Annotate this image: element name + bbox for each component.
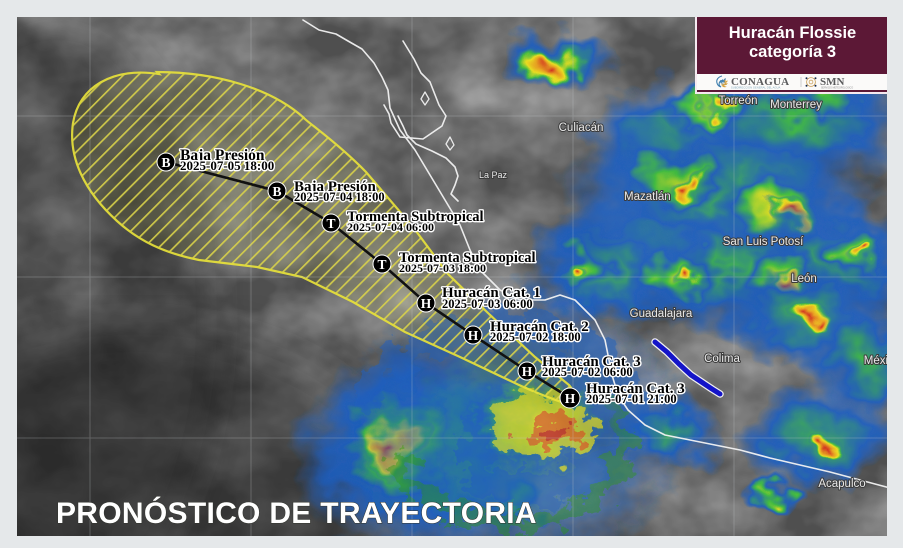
svg-text:SERVICIO METEOROLOGICO: SERVICIO METEOROLOGICO <box>821 87 853 89</box>
svg-text:PRONÓSTICO DE TRAYECTORIA: PRONÓSTICO DE TRAYECTORIA <box>56 496 537 530</box>
svg-text:SUBDIRECCION GENERAL DEL AGUA: SUBDIRECCION GENERAL DEL AGUA <box>731 86 781 90</box>
svg-text:SMN: SMN <box>820 76 845 88</box>
